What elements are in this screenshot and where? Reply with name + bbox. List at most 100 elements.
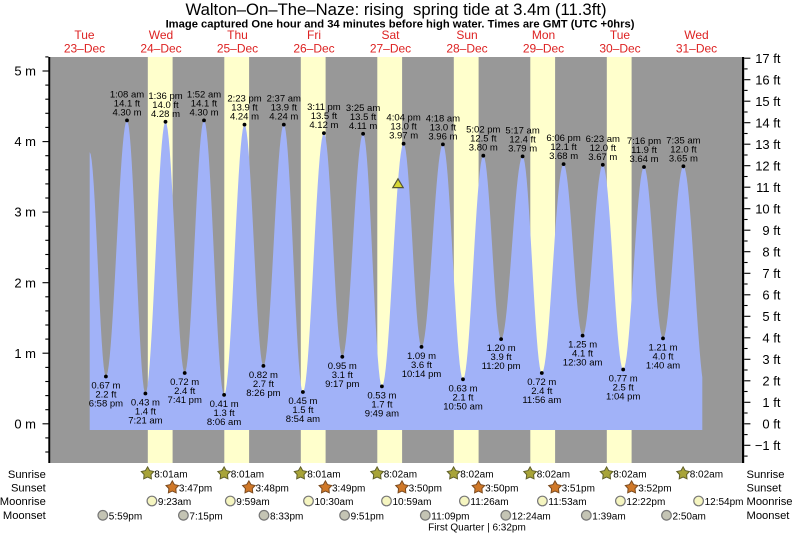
- svg-text:4.11 m: 4.11 m: [349, 121, 377, 132]
- svg-text:3 ft: 3 ft: [762, 352, 780, 367]
- svg-text:2:50am: 2:50am: [673, 511, 706, 522]
- svg-text:3:48pm: 3:48pm: [256, 483, 289, 494]
- svg-text:4.28 m: 4.28 m: [151, 109, 180, 120]
- svg-text:4.1 ft: 4.1 ft: [572, 349, 593, 360]
- svg-text:24–Dec: 24–Dec: [140, 41, 181, 55]
- svg-text:3.65 m: 3.65 m: [669, 153, 698, 164]
- svg-text:Moonset: Moonset: [747, 510, 791, 522]
- svg-text:5 m: 5 m: [14, 64, 36, 79]
- svg-text:6:58 pm: 6:58 pm: [89, 399, 123, 410]
- svg-text:7:41 pm: 7:41 pm: [168, 395, 202, 406]
- svg-text:8:02am: 8:02am: [537, 469, 570, 480]
- svg-text:30–Dec: 30–Dec: [599, 41, 640, 55]
- svg-text:13.9 ft: 13.9 ft: [231, 103, 258, 114]
- svg-text:13 ft: 13 ft: [755, 137, 781, 152]
- svg-text:12:30 am: 12:30 am: [563, 358, 603, 369]
- svg-text:Tue: Tue: [74, 28, 95, 42]
- svg-text:Wed: Wed: [149, 28, 173, 42]
- svg-text:8:33pm: 8:33pm: [270, 511, 303, 522]
- svg-text:23–Dec: 23–Dec: [64, 41, 105, 55]
- svg-text:14.1 ft: 14.1 ft: [114, 98, 141, 109]
- svg-text:13.9 ft: 13.9 ft: [271, 103, 298, 114]
- svg-text:3.80 m: 3.80 m: [469, 143, 498, 154]
- svg-text:2 ft: 2 ft: [762, 373, 780, 388]
- svg-text:0.67 m: 0.67 m: [91, 381, 120, 392]
- svg-text:12.4 ft: 12.4 ft: [509, 134, 536, 145]
- svg-text:2.4 ft: 2.4 ft: [531, 386, 552, 397]
- svg-text:8 ft: 8 ft: [762, 244, 780, 259]
- svg-text:3:47pm: 3:47pm: [179, 483, 212, 494]
- svg-text:−1 ft: −1 ft: [755, 438, 781, 453]
- svg-text:31–Dec: 31–Dec: [676, 41, 717, 55]
- svg-text:9:49 am: 9:49 am: [365, 408, 399, 419]
- svg-text:Sunrise: Sunrise: [747, 469, 785, 481]
- svg-text:1.20 m: 1.20 m: [487, 343, 516, 354]
- svg-text:4.24 m: 4.24 m: [230, 112, 259, 123]
- svg-text:Sunset: Sunset: [11, 483, 47, 495]
- svg-text:11:56 am: 11:56 am: [522, 395, 561, 406]
- svg-text:Fri: Fri: [307, 28, 321, 42]
- svg-text:1:36 pm: 1:36 pm: [148, 91, 182, 102]
- svg-text:8:01am: 8:01am: [307, 469, 340, 480]
- svg-text:0.72 m: 0.72 m: [170, 377, 199, 388]
- svg-text:3:25 am: 3:25 am: [346, 103, 380, 114]
- svg-text:2.5 ft: 2.5 ft: [613, 383, 634, 394]
- svg-text:4:04 pm: 4:04 pm: [386, 113, 420, 124]
- svg-text:12:24am: 12:24am: [512, 511, 551, 522]
- svg-text:Moonrise: Moonrise: [747, 496, 793, 508]
- svg-text:2 m: 2 m: [14, 275, 36, 290]
- svg-text:14.1 ft: 14.1 ft: [191, 98, 218, 109]
- svg-text:Sunset: Sunset: [747, 483, 783, 495]
- svg-text:0.95 m: 0.95 m: [328, 361, 357, 372]
- svg-text:3.96 m: 3.96 m: [428, 131, 457, 142]
- svg-text:3.64 m: 3.64 m: [629, 154, 658, 165]
- svg-text:10:50 am: 10:50 am: [443, 401, 483, 412]
- svg-text:Walton–On–The–Naze: rising sp: Walton–On–The–Naze: rising spring tide a…: [185, 0, 606, 19]
- svg-text:17 ft: 17 ft: [755, 51, 781, 66]
- svg-text:2.7 ft: 2.7 ft: [253, 379, 274, 390]
- svg-text:1:52 am: 1:52 am: [187, 89, 221, 100]
- svg-text:4.30 m: 4.30 m: [112, 107, 141, 118]
- svg-text:3 m: 3 m: [14, 205, 36, 220]
- svg-text:8:02am: 8:02am: [460, 469, 493, 480]
- svg-text:5 ft: 5 ft: [762, 309, 780, 324]
- svg-text:0.63 m: 0.63 m: [448, 383, 477, 394]
- svg-text:4.0 ft: 4.0 ft: [652, 351, 673, 362]
- svg-text:3.9 ft: 3.9 ft: [491, 352, 512, 363]
- svg-text:Sat: Sat: [381, 28, 400, 42]
- svg-text:16 ft: 16 ft: [755, 72, 781, 87]
- svg-text:11:26am: 11:26am: [470, 497, 508, 508]
- svg-text:1.3 ft: 1.3 ft: [214, 408, 235, 419]
- svg-text:2.2 ft: 2.2 ft: [95, 390, 116, 401]
- svg-text:1:40 am: 1:40 am: [646, 360, 680, 371]
- svg-text:7:15pm: 7:15pm: [189, 511, 222, 522]
- svg-text:5:59pm: 5:59pm: [109, 511, 142, 522]
- svg-text:3.1 ft: 3.1 ft: [332, 370, 353, 381]
- svg-text:2.1 ft: 2.1 ft: [452, 392, 473, 403]
- svg-text:8:02am: 8:02am: [613, 469, 646, 480]
- svg-text:12 ft: 12 ft: [755, 158, 781, 173]
- svg-text:9:59am: 9:59am: [236, 497, 269, 508]
- svg-text:1 m: 1 m: [14, 346, 36, 361]
- svg-text:3.79 m: 3.79 m: [508, 143, 537, 154]
- svg-text:11.9 ft: 11.9 ft: [631, 145, 657, 156]
- svg-text:11:53am: 11:53am: [548, 497, 586, 508]
- svg-text:0.72 m: 0.72 m: [527, 377, 556, 388]
- svg-text:8:02am: 8:02am: [384, 469, 417, 480]
- svg-text:1:04 pm: 1:04 pm: [606, 392, 640, 403]
- svg-text:Sun: Sun: [456, 28, 477, 42]
- svg-text:1:39am: 1:39am: [592, 511, 625, 522]
- svg-text:Moonset: Moonset: [3, 510, 47, 522]
- svg-text:4.12 m: 4.12 m: [309, 120, 338, 131]
- svg-text:11:09pm: 11:09pm: [431, 511, 469, 522]
- svg-text:1.09 m: 1.09 m: [407, 351, 436, 362]
- svg-text:13.0 ft: 13.0 ft: [430, 122, 457, 133]
- svg-text:1:08 am: 1:08 am: [110, 89, 144, 100]
- svg-text:3.67 m: 3.67 m: [588, 152, 617, 163]
- svg-text:1.21 m: 1.21 m: [648, 342, 677, 353]
- svg-text:0.43 m: 0.43 m: [131, 398, 160, 409]
- svg-text:7:16 pm: 7:16 pm: [627, 136, 661, 147]
- svg-text:2:23 pm: 2:23 pm: [227, 94, 261, 105]
- svg-text:Wed: Wed: [684, 28, 708, 42]
- svg-text:14.0 ft: 14.0 ft: [152, 100, 179, 111]
